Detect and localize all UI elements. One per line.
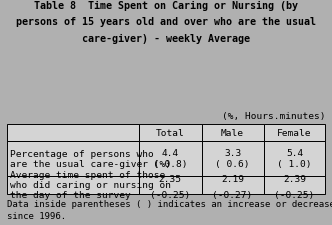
Text: the day of the survey: the day of the survey: [10, 190, 131, 199]
Text: 2.35: 2.35: [159, 174, 182, 183]
Text: 2.19: 2.19: [221, 174, 244, 183]
Bar: [264, 142, 325, 177]
Text: 3.3: 3.3: [224, 148, 241, 157]
Bar: [202, 177, 264, 195]
Bar: [264, 125, 325, 142]
Text: Data inside parentheses ( ) indicates an increase or decrease: Data inside parentheses ( ) indicates an…: [7, 199, 332, 208]
Text: Female: Female: [277, 129, 312, 138]
Text: Average time spent of those: Average time spent of those: [10, 170, 165, 179]
Bar: [264, 177, 325, 195]
Text: ( 0.6): ( 0.6): [215, 159, 250, 168]
Text: (-0.25): (-0.25): [274, 190, 314, 199]
Text: 2.39: 2.39: [283, 174, 306, 183]
Text: (-0.27): (-0.27): [212, 190, 253, 199]
Text: since 1996.: since 1996.: [7, 211, 66, 220]
Bar: [139, 125, 202, 142]
Text: ( 1.0): ( 1.0): [277, 159, 312, 168]
Text: Total: Total: [156, 129, 185, 138]
Text: (%, Hours.minutes): (%, Hours.minutes): [222, 112, 325, 121]
Bar: [139, 177, 202, 195]
Text: 5.4: 5.4: [286, 148, 303, 157]
Text: 4.4: 4.4: [162, 148, 179, 157]
Bar: [7, 142, 139, 177]
Text: Percentage of persons who: Percentage of persons who: [10, 149, 154, 158]
Text: ( 0.8): ( 0.8): [153, 159, 188, 168]
Text: care-giver) - weekly Average: care-giver) - weekly Average: [82, 34, 250, 43]
Bar: [7, 177, 139, 195]
Bar: [139, 142, 202, 177]
Text: (-0.25): (-0.25): [150, 190, 191, 199]
Text: are the usual care-giver (%): are the usual care-giver (%): [10, 159, 171, 168]
Bar: [202, 142, 264, 177]
Bar: [202, 125, 264, 142]
Text: who did caring or nursing on: who did caring or nursing on: [10, 180, 171, 189]
Text: Table 8  Time Spent on Caring or Nursing (by: Table 8 Time Spent on Caring or Nursing …: [34, 1, 298, 11]
Text: persons of 15 years old and over who are the usual: persons of 15 years old and over who are…: [16, 17, 316, 27]
Text: Male: Male: [221, 129, 244, 138]
Bar: [7, 125, 139, 142]
